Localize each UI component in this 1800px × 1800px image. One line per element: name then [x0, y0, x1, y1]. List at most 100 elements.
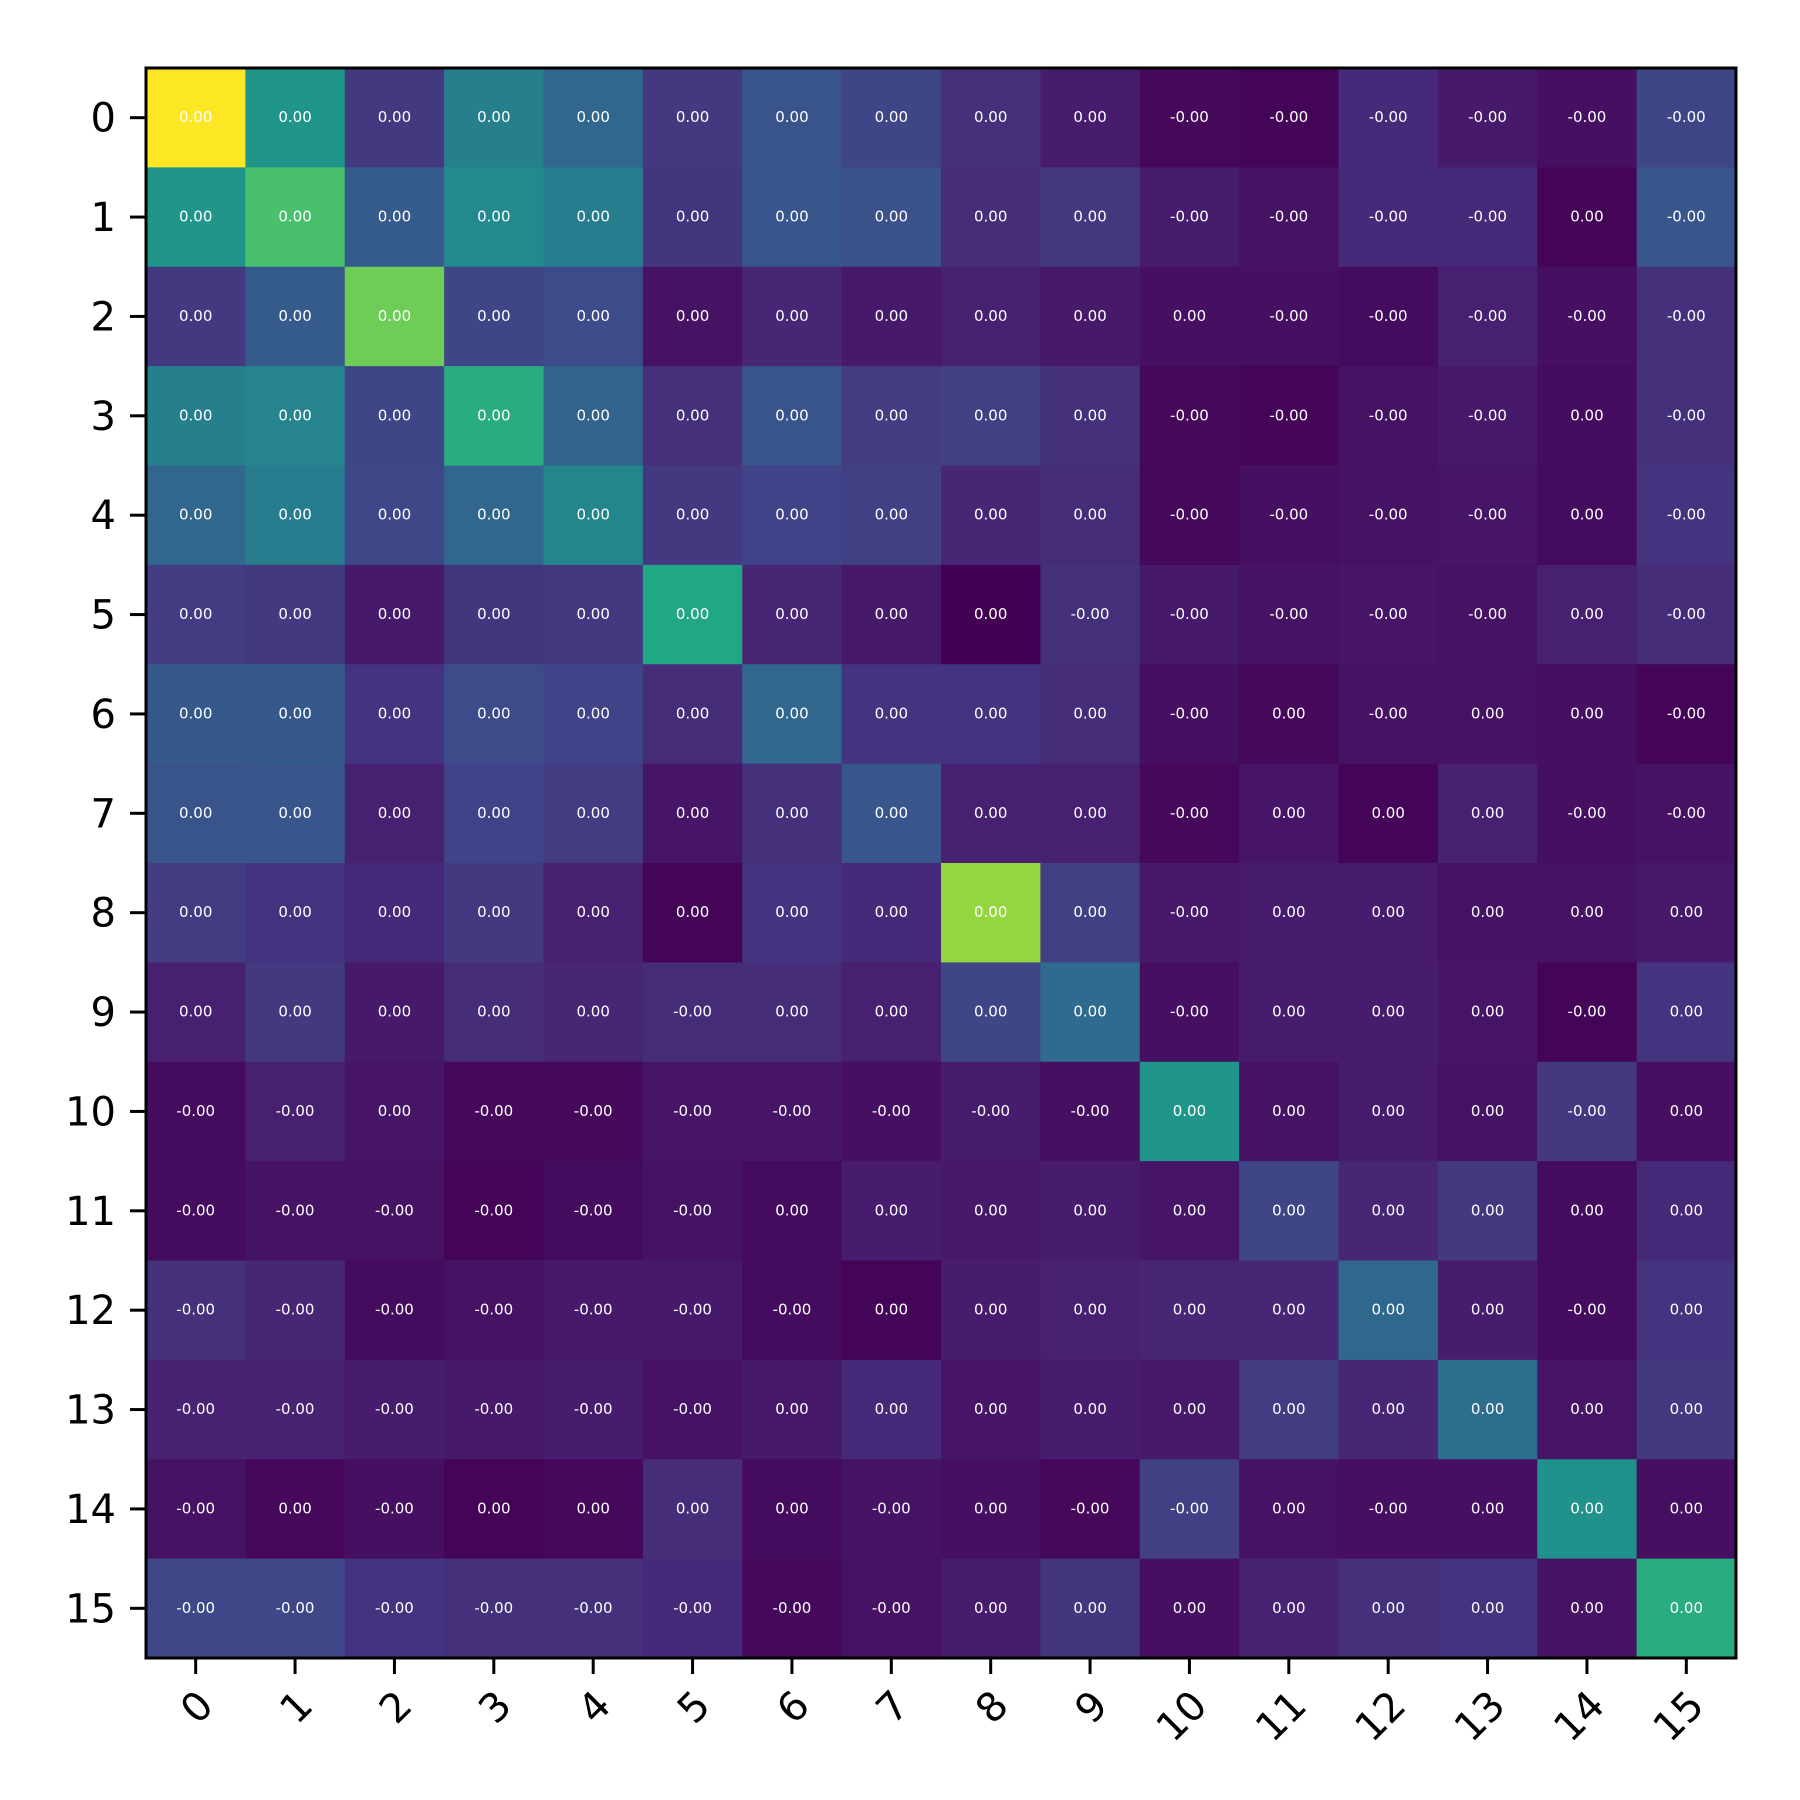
- cell-value-label-3-5: 0.00: [676, 406, 709, 424]
- heatmap-cell-5-2: [344, 564, 445, 665]
- cell-value-label-4-15: -0.00: [1667, 506, 1706, 524]
- heatmap-cell-15-12: [1338, 1558, 1439, 1659]
- heatmap-cell-14-4: [543, 1459, 644, 1560]
- heatmap-cell-14-15: [1636, 1459, 1737, 1560]
- heatmap-cell-13-6: [742, 1359, 843, 1460]
- cell-value-label-11-11: 0.00: [1272, 1201, 1305, 1219]
- cell-value-label-10-15: 0.00: [1670, 1102, 1703, 1120]
- cell-value-label-14-13: 0.00: [1471, 1499, 1504, 1517]
- heatmap-cell-2-11: [1239, 266, 1340, 367]
- heatmap-cell-4-3: [444, 465, 545, 566]
- cell-value-label-9-5: -0.00: [673, 1003, 712, 1021]
- heatmap-cell-2-0: [146, 266, 246, 367]
- cell-value-label-14-15: 0.00: [1670, 1499, 1703, 1517]
- y-tick-label-8: 8: [91, 891, 116, 937]
- heatmap-cell-13-4: [543, 1359, 644, 1460]
- heatmap-cell-5-4: [543, 564, 644, 665]
- cell-value-label-10-2: 0.00: [378, 1102, 411, 1120]
- cell-value-label-3-7: 0.00: [875, 406, 908, 424]
- cell-value-label-13-10: 0.00: [1173, 1400, 1206, 1418]
- heatmap-cell-8-11: [1239, 863, 1340, 963]
- heatmap-cell-10-14: [1537, 1061, 1638, 1162]
- x-tick-label-14: 14: [1545, 1682, 1614, 1751]
- heatmap-cell-7-7: [841, 763, 942, 864]
- heatmap-cell-1-12: [1338, 167, 1439, 268]
- cell-value-label-12-2: -0.00: [375, 1301, 414, 1319]
- heatmap-cell-2-4: [543, 266, 644, 367]
- cell-value-label-5-6: 0.00: [775, 605, 808, 623]
- cell-value-label-12-14: -0.00: [1568, 1301, 1607, 1319]
- heatmap-cell-0-4: [543, 68, 644, 168]
- heatmap-cell-4-11: [1239, 465, 1340, 566]
- cell-value-label-3-13: -0.00: [1468, 406, 1507, 424]
- heatmap-cell-11-12: [1338, 1161, 1439, 1262]
- heatmap-cell-10-2: [344, 1061, 445, 1162]
- cell-value-label-15-14: 0.00: [1570, 1599, 1603, 1617]
- cell-value-label-11-15: 0.00: [1670, 1201, 1703, 1219]
- cell-value-label-12-4: -0.00: [574, 1301, 613, 1319]
- heatmap-cell-9-7: [841, 962, 942, 1063]
- cell-value-label-8-0: 0.00: [179, 903, 212, 921]
- cell-value-label-2-14: -0.00: [1568, 307, 1607, 325]
- heatmap-cell-8-12: [1338, 863, 1439, 963]
- heatmap-cell-0-6: [742, 68, 843, 168]
- cell-value-label-12-12: 0.00: [1371, 1301, 1404, 1319]
- heatmap-cell-9-13: [1437, 962, 1538, 1063]
- cell-value-label-5-15: -0.00: [1667, 605, 1706, 623]
- heatmap-cell-3-13: [1437, 366, 1538, 467]
- cell-value-label-9-12: 0.00: [1371, 1003, 1404, 1021]
- cell-value-label-14-0: -0.00: [176, 1499, 215, 1517]
- cell-value-label-2-13: -0.00: [1468, 307, 1507, 325]
- y-tick-label-1: 1: [91, 195, 116, 241]
- heatmap-cell-8-1: [245, 863, 346, 963]
- cell-value-label-7-2: 0.00: [378, 804, 411, 822]
- heatmap-cell-8-8: [941, 863, 1041, 963]
- heatmap-cell-2-2: [344, 266, 445, 367]
- cell-value-label-0-2: 0.00: [378, 108, 411, 126]
- y-tick-label-5: 5: [91, 593, 116, 639]
- heatmap-cell-2-14: [1537, 266, 1638, 367]
- heatmap-cell-10-5: [642, 1061, 743, 1162]
- cell-value-label-15-5: -0.00: [673, 1599, 712, 1617]
- heatmap-cell-2-9: [1040, 266, 1141, 367]
- heatmap-cell-1-15: [1636, 167, 1737, 268]
- cell-value-label-1-3: 0.00: [477, 208, 510, 226]
- cell-value-label-0-5: 0.00: [676, 108, 709, 126]
- heatmap-cell-8-0: [146, 863, 246, 963]
- cell-value-label-9-7: 0.00: [875, 1003, 908, 1021]
- heatmap-cell-3-7: [841, 366, 942, 467]
- heatmap-cell-13-11: [1239, 1359, 1340, 1460]
- heatmap-cell-6-1: [245, 664, 346, 765]
- cell-value-label-0-12: -0.00: [1369, 108, 1408, 126]
- heatmap-cell-6-2: [344, 664, 445, 765]
- heatmap-cell-9-12: [1338, 962, 1439, 1063]
- cell-value-label-2-6: 0.00: [775, 307, 808, 325]
- cell-value-label-9-9: 0.00: [1073, 1003, 1106, 1021]
- cell-value-label-11-7: 0.00: [875, 1201, 908, 1219]
- cell-value-label-1-6: 0.00: [775, 208, 808, 226]
- heatmap-cell-5-12: [1338, 564, 1439, 665]
- cell-value-label-8-15: 0.00: [1670, 903, 1703, 921]
- heatmap-cell-4-10: [1139, 465, 1240, 566]
- cell-value-label-9-15: 0.00: [1670, 1003, 1703, 1021]
- heatmap-cell-7-0: [146, 763, 246, 864]
- heatmap-cell-9-10: [1139, 962, 1240, 1063]
- cell-value-label-0-15: -0.00: [1667, 108, 1706, 126]
- heatmap-cell-9-15: [1636, 962, 1737, 1063]
- y-tick-label-12: 12: [65, 1288, 116, 1334]
- heatmap-cell-12-14: [1537, 1260, 1638, 1361]
- heatmap-cell-12-1: [245, 1260, 346, 1361]
- heatmap-cell-12-0: [146, 1260, 246, 1361]
- heatmap-cell-4-5: [642, 465, 743, 566]
- heatmap-cell-12-8: [941, 1260, 1041, 1361]
- heatmap-cell-7-9: [1040, 763, 1141, 864]
- cell-value-label-8-8: 0.00: [974, 903, 1007, 921]
- cell-value-label-13-11: 0.00: [1272, 1400, 1305, 1418]
- heatmap-cell-7-14: [1537, 763, 1638, 864]
- cell-value-label-5-2: 0.00: [378, 605, 411, 623]
- cell-value-label-7-14: -0.00: [1568, 804, 1607, 822]
- heatmap-cell-12-12: [1338, 1260, 1439, 1361]
- heatmap-cell-5-13: [1437, 564, 1538, 665]
- heatmap-cell-9-11: [1239, 962, 1340, 1063]
- cell-value-label-0-6: 0.00: [775, 108, 808, 126]
